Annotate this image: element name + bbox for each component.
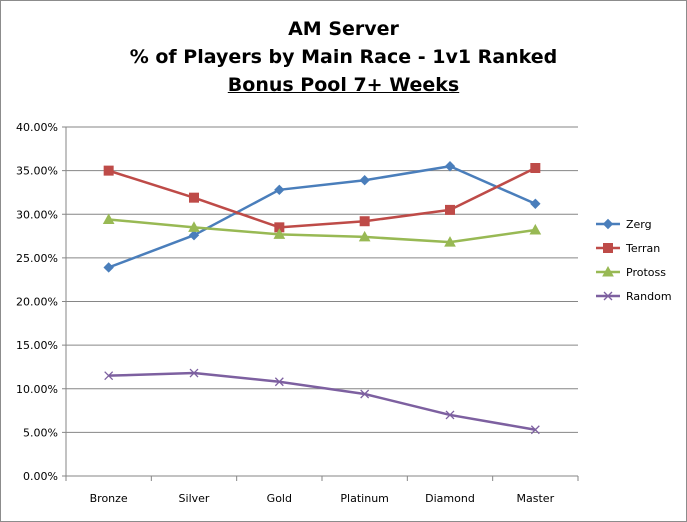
x-tick-label: Diamond — [425, 492, 475, 505]
data-point-terran — [530, 163, 541, 174]
data-point-random — [274, 377, 284, 387]
x-tick-label: Master — [517, 492, 555, 505]
data-point-random — [104, 371, 114, 381]
y-tick-label: 10.00% — [16, 383, 58, 396]
series-line-zerg — [108, 165, 536, 269]
data-point-zerg — [188, 229, 200, 241]
data-point-random — [189, 368, 199, 378]
data-point-protoss — [273, 228, 286, 239]
data-point-zerg — [274, 184, 285, 196]
x-tick-label: Bronze — [90, 492, 128, 505]
data-point-protoss — [444, 236, 456, 247]
legend-label-protoss: Protoss — [626, 266, 666, 279]
legend-marker-protoss — [602, 265, 614, 277]
data-point-protoss — [529, 223, 542, 235]
y-tick-label: 35.00% — [16, 165, 58, 178]
y-tick-label: 20.00% — [16, 296, 58, 309]
data-point-protoss — [188, 221, 200, 232]
y-tick-label: 5.00% — [23, 426, 58, 439]
data-point-terran — [189, 192, 199, 203]
data-point-zerg — [530, 198, 541, 209]
data-point-terran — [359, 216, 370, 227]
y-tick-label: 25.00% — [16, 252, 58, 265]
y-tick-label: 30.00% — [16, 208, 58, 221]
data-point-protoss — [358, 230, 371, 242]
legend-label-random: Random — [626, 290, 672, 303]
legend-marker-terran — [603, 243, 613, 253]
x-tick-label: Silver — [179, 492, 210, 505]
chart-title-line-3: Bonus Pool 7+ Weeks — [227, 74, 460, 96]
legend-marker-random — [603, 291, 613, 301]
data-point-zerg — [359, 175, 370, 186]
data-point-zerg — [103, 262, 114, 273]
x-tick-label: Platinum — [340, 492, 388, 505]
chart-title-line-2: % of Players by Main Race - 1v1 Ranked — [129, 46, 558, 68]
series-line-protoss — [108, 218, 536, 244]
data-point-random — [360, 389, 370, 399]
y-tick-label: 0.00% — [23, 470, 58, 483]
data-point-random — [530, 425, 540, 435]
chart-title-line-1: AM Server — [288, 18, 399, 40]
series-line-terran — [108, 166, 536, 229]
data-point-zerg — [444, 161, 456, 172]
legend-marker-zerg — [602, 218, 614, 230]
y-tick-label: 15.00% — [16, 339, 58, 352]
y-tick-label: 40.00% — [16, 121, 58, 134]
legend-label-zerg: Zerg — [626, 218, 652, 231]
legend-label-terran: Terran — [625, 242, 660, 255]
data-point-terran — [103, 165, 114, 176]
series-line-random — [108, 371, 536, 431]
data-point-protoss — [102, 213, 115, 224]
data-point-terran — [445, 204, 455, 215]
data-point-random — [445, 410, 455, 420]
x-tick-label: Gold — [267, 492, 292, 505]
